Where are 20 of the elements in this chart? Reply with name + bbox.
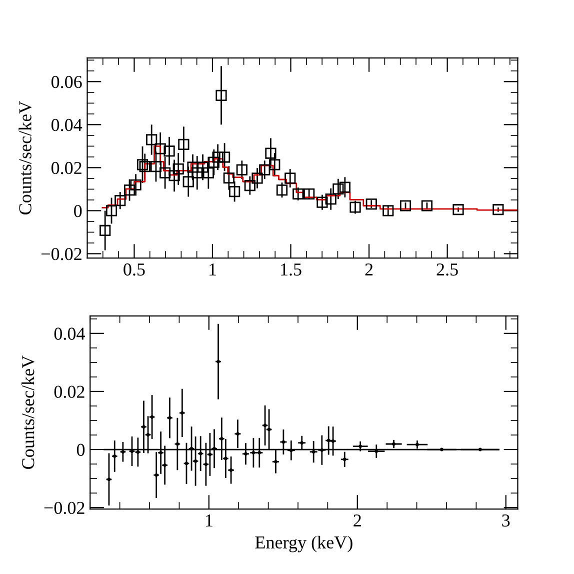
x-tick-label: 2.5: [436, 263, 458, 276]
x-tick-label: 1: [210, 263, 216, 276]
y-tick-label: 0.04: [54, 328, 85, 340]
y-tick-label: −0.02: [44, 502, 84, 514]
x-tick-label: 2: [354, 514, 361, 526]
y-tick-label: 0.02: [51, 162, 82, 174]
x-axis-title: Energy (keV): [255, 536, 352, 552]
x-tick-label: 1: [206, 514, 212, 526]
y-tick-label: −0.02: [42, 248, 82, 260]
y-axis-title: Counts/sec/keV: [22, 356, 34, 469]
y-axis-title: Counts/sec/keV: [18, 101, 32, 214]
y-tick-label: 0: [76, 444, 85, 456]
x-tick-label: 3: [502, 514, 510, 527]
y-tick-label: 0.04: [51, 118, 82, 132]
x-tick-label: 0.5: [124, 263, 145, 276]
x-tick-label: 2: [365, 263, 373, 276]
y-tick-label: 0.06: [51, 76, 82, 88]
x-tick-label: 1.5: [281, 263, 302, 276]
y-tick-label: 0: [74, 204, 82, 218]
y-tick-label: 0.02: [54, 386, 84, 398]
